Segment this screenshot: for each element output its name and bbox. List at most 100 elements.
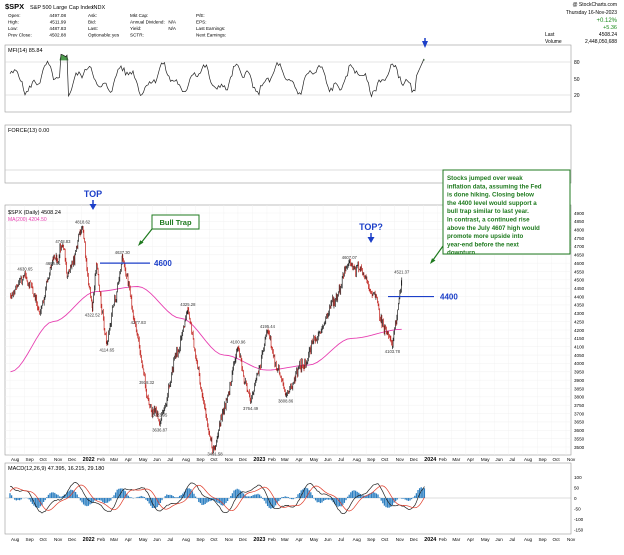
- price-tick: 3950: [574, 370, 585, 375]
- month-bottom-label: Dec: [410, 537, 419, 542]
- month-top-label: Jun: [495, 457, 503, 462]
- month-top-label: Apr: [125, 457, 133, 462]
- price-tick: 4850: [574, 219, 585, 224]
- header-col2-value-3: yes: [112, 33, 120, 38]
- month-bottom-label: Mar: [452, 537, 460, 542]
- month-top-label: Aug: [11, 457, 20, 462]
- month-top-label: Sep: [367, 457, 376, 462]
- top-question-label: TOP?: [359, 222, 383, 232]
- macd-panel: MACD(12,26,9) 47.395, 16.215, 29.180 100…: [4, 462, 584, 543]
- month-top-label: Feb: [268, 457, 276, 462]
- macd-tick: -100: [574, 517, 584, 522]
- symbol: $SPX: [5, 2, 24, 11]
- header-col1-value-1: 4511.99: [50, 20, 67, 25]
- last-value: 4508.24: [599, 32, 617, 38]
- month-bottom-label: Sep: [367, 537, 376, 542]
- pivot-label: 4606.81: [45, 261, 61, 266]
- level-4600-label: 4600: [154, 259, 172, 268]
- bull-trap-label: Bull Trap: [159, 218, 192, 227]
- month-bottom-label: Oct: [381, 537, 389, 542]
- pivot-label: 3918.32: [139, 380, 155, 385]
- month-bottom-label: Apr: [296, 537, 304, 542]
- month-bottom-label: Jun: [324, 537, 332, 542]
- mfi-label: MFI(14) 85.84: [8, 48, 43, 54]
- bull-trap-box: [151, 214, 200, 230]
- month-top-label: 2024: [424, 457, 436, 463]
- month-bottom-label: Jun: [153, 537, 161, 542]
- month-bottom-label: 2024: [424, 537, 436, 543]
- month-bottom-label: Feb: [97, 537, 105, 542]
- price-tick: 4300: [574, 311, 585, 316]
- header-col1-key-0: Open:: [8, 13, 21, 18]
- mfi-line: [9, 53, 425, 98]
- header-col2-key-3: Optionable:: [88, 33, 112, 38]
- month-top-label: Jul: [338, 457, 344, 462]
- month-top-label: Aug: [353, 457, 362, 462]
- month-bottom-label: Aug: [11, 537, 20, 542]
- macd-tick: -50: [574, 506, 581, 511]
- month-bottom-label: Oct: [40, 537, 48, 542]
- price-tick: 4900: [574, 211, 585, 216]
- month-top-label: Sep: [538, 457, 547, 462]
- month-top-label: Nov: [396, 457, 405, 462]
- price-tick: 3550: [574, 436, 585, 441]
- header-col1-key-2: Low:: [8, 26, 18, 31]
- month-bottom-label: Sep: [196, 537, 205, 542]
- mfi-tick-80: 80: [574, 60, 580, 66]
- header-col3-value-2: N/A: [168, 26, 177, 31]
- price-tick: 4100: [574, 345, 585, 350]
- month-top-label: Mar: [110, 457, 118, 462]
- month-bottom-label: Sep: [26, 537, 35, 542]
- price-tick: 4200: [574, 328, 585, 333]
- month-top-label: Oct: [210, 457, 218, 462]
- month-top-label: Feb: [97, 457, 105, 462]
- price-tick: 3650: [574, 420, 585, 425]
- month-bottom-label: Jul: [338, 537, 344, 542]
- header-col2-key-0: Ask:: [88, 13, 97, 18]
- month-top-label: Oct: [552, 457, 560, 462]
- month-top-label: Dec: [68, 457, 77, 462]
- month-bottom-label: 2023: [253, 537, 265, 543]
- bull-trap-pointer: [140, 228, 153, 244]
- macd-label: MACD(12,26,9) 47.395, 16.215, 29.180: [8, 466, 104, 472]
- pivot-label: 4607.07: [342, 255, 358, 260]
- pivot-label: 3491.58: [207, 451, 223, 456]
- pivot-label: 3636.87: [152, 427, 168, 432]
- price-tick: 3900: [574, 378, 585, 383]
- month-bottom-label: Feb: [268, 537, 276, 542]
- month-bottom-label: Jul: [509, 537, 515, 542]
- month-top-label: Jul: [167, 457, 173, 462]
- macd-tick: -150: [574, 527, 584, 532]
- top-arrow-icon: [89, 204, 97, 210]
- price-tick: 3500: [574, 445, 585, 450]
- header-col3-key-2: Yield:: [130, 26, 141, 31]
- commentary-pointer: [432, 245, 444, 261]
- price-tick: 4650: [574, 253, 585, 258]
- month-top-label: Mar: [452, 457, 460, 462]
- macd-tick: 100: [574, 475, 582, 480]
- mfi-panel: MFI(14) 85.84 80 50 20: [4, 38, 580, 113]
- macd-signal-line: [9, 484, 425, 512]
- change-percent: +0.12%: [596, 18, 617, 24]
- price-tick: 4450: [574, 286, 585, 291]
- pivot-label: 4818.62: [75, 220, 91, 225]
- commentary-text: Stocks jumped over weak inflation data, a…: [447, 175, 542, 257]
- month-bottom-label: 2022: [83, 537, 95, 543]
- header-col3-key-1: Annual Dividend:: [130, 20, 165, 25]
- top-label: TOP: [84, 189, 102, 199]
- month-bottom-label: Mar: [281, 537, 289, 542]
- pivot-label: 4325.28: [180, 302, 196, 307]
- price-tick: 4050: [574, 353, 585, 358]
- header-col1-value-0: 4497.08: [49, 13, 66, 18]
- last-label: Last: [545, 32, 555, 38]
- month-bottom-label: Jun: [495, 537, 503, 542]
- pivot-label: 4195.44: [260, 324, 276, 329]
- header-col4-key-0: P/E:: [196, 13, 205, 18]
- header-col2-key-2: Last:: [88, 26, 98, 31]
- month-top-label: 2022: [83, 457, 95, 463]
- pivot-label: 3723.95: [152, 413, 168, 418]
- ma-label: MA(200) 4204.50: [8, 217, 47, 223]
- mfi-tick-20: 20: [574, 93, 580, 99]
- month-top-label: Sep: [196, 457, 205, 462]
- pivot-label: 4322.52: [85, 313, 101, 318]
